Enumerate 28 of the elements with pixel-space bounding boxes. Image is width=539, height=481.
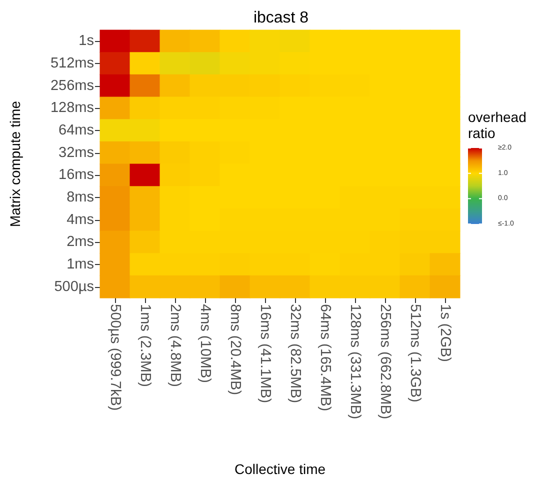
y-tick-label: 16ms — [58, 167, 94, 184]
x-tick-label: 2ms (4.8MB) — [167, 304, 183, 387]
y-tick-label: 256ms — [50, 78, 94, 94]
y-tick-label: 1ms — [66, 256, 94, 272]
x-tick-label: 64ms (165.4MB) — [317, 304, 333, 412]
x-tick-label: 4ms (10MB) — [197, 304, 213, 383]
chart-title: ibcast 8 — [253, 10, 309, 26]
y-tick-label: 128ms — [50, 100, 94, 116]
x-axis-title: Collective time — [234, 461, 326, 477]
x-tick-label: 8ms (20.4MB) — [227, 304, 243, 396]
y-tick-label: 2ms — [66, 234, 94, 250]
y-axis-title: Matrix compute time — [7, 100, 23, 228]
y-tick-label: 8ms — [66, 190, 94, 206]
x-tick-label: 128ms (331.3MB) — [347, 304, 363, 420]
x-tick-label: 1s (2GB) — [437, 304, 453, 362]
color-bar-title: overhead ratio — [468, 109, 526, 141]
y-tick-label: 32ms — [58, 144, 94, 161]
x-tick-label: 32ms (82.5MB) — [287, 304, 303, 404]
x-tick-label: 500µs (999.7kB) — [107, 304, 123, 411]
y-tick-label: 1s — [78, 33, 94, 50]
y-tick-label: 500µs — [54, 278, 94, 295]
x-tick-label: 512ms (1.3GB) — [407, 304, 423, 402]
x-tick-label: 256ms (662.8MB) — [377, 304, 393, 420]
y-tick-label: 512ms — [50, 56, 94, 72]
x-tick-label: 16ms (41.1MB) — [257, 304, 273, 404]
y-tick-label: 4ms — [66, 212, 94, 228]
y-tick-label: 64ms — [58, 122, 94, 138]
x-tick-label: 1ms (2.3MB) — [137, 304, 153, 387]
